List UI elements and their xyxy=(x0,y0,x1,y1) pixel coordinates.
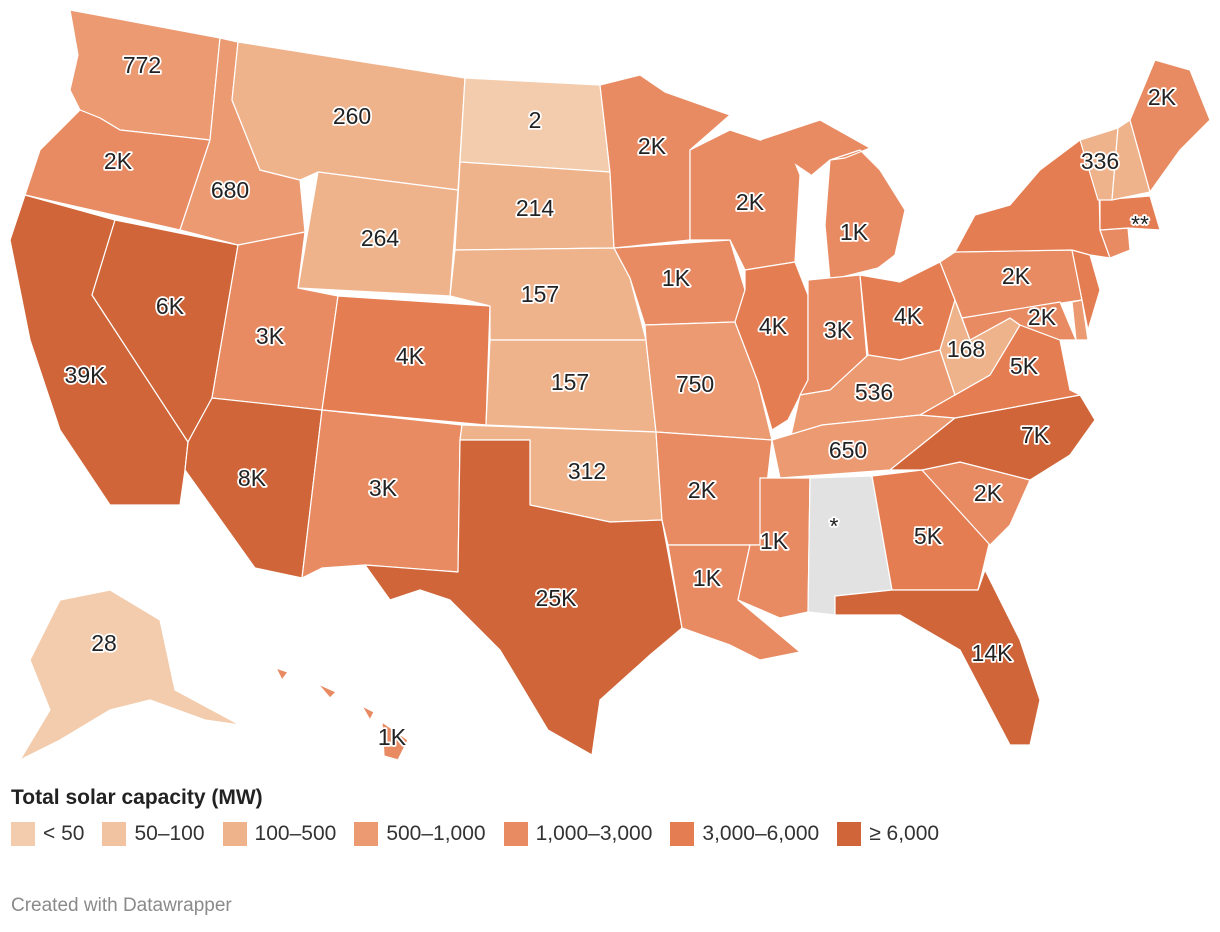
state-label-il: 4K xyxy=(759,313,788,339)
state-label-ut: 3K xyxy=(256,323,285,349)
state-label-tx: 25K xyxy=(536,585,578,611)
legend-title: Total solar capacity (MW) xyxy=(11,786,263,810)
state-label-ne: 157 xyxy=(521,281,559,307)
legend-swatch xyxy=(837,822,861,846)
legend-swatch xyxy=(504,822,528,846)
state-label-ok: 312 xyxy=(568,458,606,484)
legend-label: 1,000–3,000 xyxy=(536,822,653,846)
state-label-co: 4K xyxy=(396,343,425,369)
state-label-ar: 2K xyxy=(688,477,717,503)
state-label-al: * xyxy=(830,513,839,539)
legend-swatch xyxy=(223,822,247,846)
legend-label: 3,000–6,000 xyxy=(702,822,819,846)
state-label-tn: 650 xyxy=(829,437,867,463)
legend-label: ≥ 6,000 xyxy=(869,822,939,846)
credit-text: Created with Datawrapper xyxy=(11,895,232,917)
state-label-mi: 1K xyxy=(840,219,869,245)
state-label-pa: 2K xyxy=(1002,263,1031,289)
legend: < 50 50–100 100–500 500–1,000 1,000–3,000 3,0… xyxy=(11,822,957,846)
legend-item: 1,000–3,000 xyxy=(504,822,653,846)
state-label-nc: 7K xyxy=(1021,422,1050,448)
state-label-or: 2K xyxy=(104,148,133,174)
state-label-me: 2K xyxy=(1148,84,1177,110)
legend-item: 500–1,000 xyxy=(354,822,485,846)
state-label-vt: 336 xyxy=(1081,148,1119,174)
state-label-nd: 2 xyxy=(529,107,542,133)
state-label-wi: 2K xyxy=(736,189,765,215)
state-label-wv: 168 xyxy=(947,336,985,362)
state-label-nm: 3K xyxy=(369,475,398,501)
state-label-hi: 1K xyxy=(378,724,407,750)
state-label-ms: 1K xyxy=(760,528,789,554)
legend-item: 50–100 xyxy=(102,822,204,846)
state-ak[interactable] xyxy=(20,590,240,760)
state-label-mt: 260 xyxy=(333,103,371,129)
us-choropleth-map: 772 2K 39K 6K 680 260 264 3K 8K 4K 3K 2 214 157 157 312… xyxy=(0,0,1220,780)
legend-label: < 50 xyxy=(43,822,84,846)
state-label-wa: 772 xyxy=(123,52,161,78)
legend-swatch xyxy=(11,822,35,846)
legend-swatch xyxy=(670,822,694,846)
state-label-ak: 28 xyxy=(91,630,117,656)
state-label-id: 680 xyxy=(211,177,249,203)
legend-item: 100–500 xyxy=(223,822,337,846)
legend-swatch xyxy=(102,822,126,846)
state-shapes xyxy=(10,10,1210,760)
state-label-ma: ** xyxy=(1131,211,1149,237)
legend-swatch xyxy=(354,822,378,846)
state-label-sd: 214 xyxy=(516,195,555,221)
state-label-ks: 157 xyxy=(551,369,589,395)
state-label-la: 1K xyxy=(693,565,722,591)
state-label-va: 5K xyxy=(1010,353,1039,379)
state-label-fl: 14K xyxy=(972,640,1014,666)
legend-label: 500–1,000 xyxy=(386,822,485,846)
state-label-ky: 536 xyxy=(855,379,893,405)
state-label-in: 3K xyxy=(824,317,853,343)
state-ma[interactable] xyxy=(1100,196,1160,230)
state-label-oh: 4K xyxy=(894,303,923,329)
legend-item: < 50 xyxy=(11,822,84,846)
legend-label: 100–500 xyxy=(255,822,337,846)
state-label-nv: 6K xyxy=(156,293,185,319)
state-label-sc: 2K xyxy=(974,480,1003,506)
state-label-wy: 264 xyxy=(361,225,400,251)
legend-item: ≥ 6,000 xyxy=(837,822,939,846)
legend-item: 3,000–6,000 xyxy=(670,822,819,846)
state-label-md: 2K xyxy=(1028,304,1057,330)
legend-label: 50–100 xyxy=(134,822,204,846)
state-label-az: 8K xyxy=(238,465,267,491)
state-label-ia: 1K xyxy=(662,265,691,291)
state-label-ga: 5K xyxy=(914,523,943,549)
state-label-mo: 750 xyxy=(676,371,714,397)
state-label-mn: 2K xyxy=(638,133,667,159)
state-label-ca: 39K xyxy=(65,362,107,388)
